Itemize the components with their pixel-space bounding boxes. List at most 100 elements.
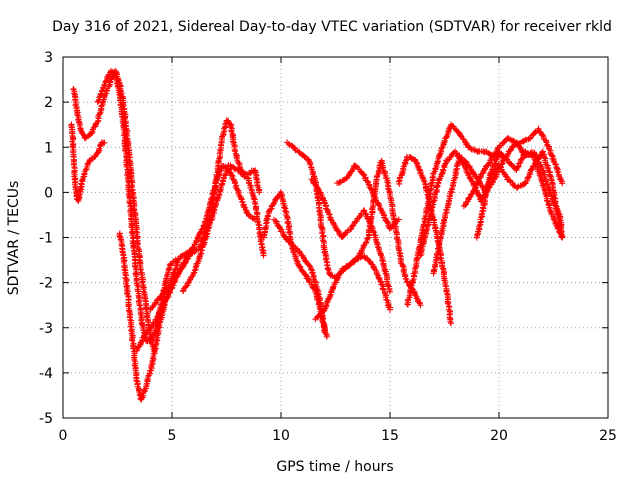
data-point [510,138,517,145]
series-arc13 [334,162,402,232]
data-point [164,272,171,279]
y-tick-label: -1 [39,231,53,247]
y-tick-label: -3 [39,321,53,337]
data-point [232,148,239,155]
data-point [479,170,486,177]
data-point [99,99,106,106]
data-point [354,215,361,222]
data-point [72,96,79,103]
data-point [202,234,209,241]
series-arc19 [473,148,566,241]
y-tick-label: -4 [39,366,53,382]
data-point [229,138,236,145]
data-point [364,178,371,185]
data-point [299,252,306,259]
data-point [283,212,290,219]
series-arc15 [404,121,507,308]
data-point [384,179,391,186]
data-point [479,208,486,215]
y-tick-label: 1 [44,140,53,156]
data-point [155,323,162,330]
data-point [260,252,267,259]
data-point [428,180,435,187]
data-point [152,339,159,346]
data-point [314,286,321,293]
data-point [433,254,440,261]
series-arc6 [147,162,258,313]
data-point [302,272,309,279]
data-point [79,177,86,184]
data-point [537,176,544,183]
data-point [216,155,223,162]
x-tick-label: 10 [272,428,290,444]
data-point [360,171,367,178]
series-arc1 [70,68,158,354]
y-tick-label: 2 [44,95,53,111]
data-point [385,185,392,192]
data-point [442,210,449,217]
data-point [203,231,210,238]
data-point [231,165,238,172]
data-point [349,165,356,172]
data-point [119,113,126,120]
y-tick-label: -5 [39,411,53,427]
data-point [417,302,424,309]
data-point [189,273,196,280]
data-point [175,257,182,264]
data-point [475,192,482,199]
data-point [71,90,78,97]
data-point [364,235,371,242]
data-point [242,206,249,213]
data-point [476,222,483,229]
data-point [436,151,443,158]
data-point [128,229,135,236]
data-point [121,266,128,273]
data-point [200,240,207,247]
data-point [440,265,447,272]
data-point [251,216,258,223]
data-point [544,164,551,171]
x-tick-label: 25 [599,428,617,444]
data-point [326,271,333,278]
data-point [69,143,76,150]
data-point [116,233,123,240]
data-point [248,189,255,196]
data-point [518,156,525,163]
data-point [483,184,490,191]
series-arc7 [180,162,263,295]
data-point [281,204,288,211]
data-point [381,267,388,274]
data-point [133,377,140,384]
data-point [395,178,402,185]
data-point [387,195,394,202]
data-point [192,264,199,271]
data-point [379,257,386,264]
data-point [156,319,163,326]
data-point [486,160,493,167]
data-point [189,244,196,251]
data-point [129,337,136,344]
data-point [251,168,258,175]
data-point [260,232,267,239]
data-point [521,137,528,144]
data-point [321,329,328,336]
data-point [375,275,382,282]
data-point [402,157,409,164]
data-point [425,216,432,223]
data-point [321,249,328,256]
data-point [387,306,393,313]
data-point [240,203,247,210]
data-point [378,159,385,166]
data-point [467,175,474,182]
data-point [547,173,554,180]
data-point [373,271,380,278]
data-point [130,197,137,204]
data-point [387,288,393,295]
x-tick-label: 0 [59,428,68,444]
series-arc2 [68,121,108,205]
data-point [559,234,566,241]
data-point [396,252,403,259]
series-arc3 [94,67,193,345]
data-point [474,190,481,197]
data-point [230,141,237,148]
